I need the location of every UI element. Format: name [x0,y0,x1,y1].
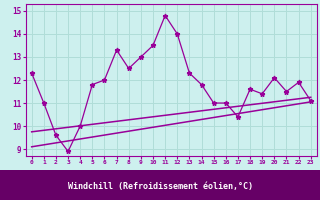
Text: Windchill (Refroidissement éolien,°C): Windchill (Refroidissement éolien,°C) [68,182,252,191]
